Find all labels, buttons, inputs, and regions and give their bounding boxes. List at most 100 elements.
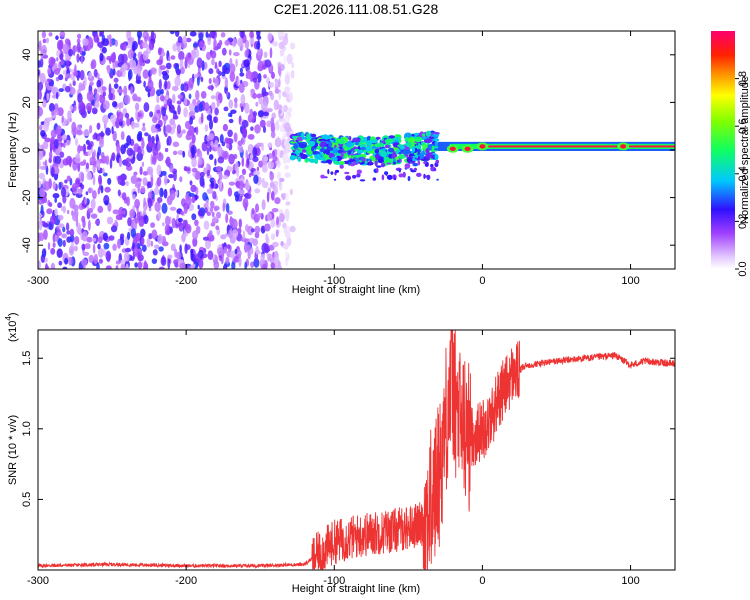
- spectrogram-noise-cell: [163, 116, 167, 126]
- spectrogram-noise-cell: [238, 83, 245, 94]
- spectrogram-noise-cell: [188, 103, 195, 112]
- spectrogram-band-cell: [428, 136, 435, 140]
- spectrogram-noise-cell: [235, 180, 241, 189]
- spectrogram-noise-cell: [46, 92, 50, 101]
- spectrogram-band-cell: [417, 143, 421, 149]
- spectrogram-band-tail: [333, 178, 337, 181]
- spectrogram-x-tick-label: 100: [621, 275, 639, 287]
- spectrogram-noise-cell: [232, 169, 236, 175]
- spectrogram-y-label: Frequency (Hz): [7, 112, 19, 188]
- spectrogram-noise-cell: [276, 136, 280, 148]
- spectrogram-noise-cell: [216, 211, 221, 219]
- spectrogram-band-tail: [327, 168, 330, 175]
- spectrogram-noise-cell: [130, 228, 136, 238]
- spectrogram-noise-cell: [268, 153, 273, 159]
- spectrogram-band-tail: [392, 161, 397, 165]
- spectrogram-noise-cell: [222, 123, 228, 132]
- spectrogram-noise-cell: [117, 189, 121, 197]
- spectrogram-noise-cell: [141, 41, 148, 49]
- spectrogram-noise-cell: [86, 102, 93, 112]
- spectrogram-noise-cell: [221, 249, 225, 259]
- spectrogram-noise-cell: [97, 205, 104, 213]
- spectrogram-noise-cell: [141, 236, 145, 246]
- spectrogram-noise-cell: [54, 197, 57, 203]
- spectrogram-noise-cell: [263, 51, 268, 59]
- spectrogram-band-tail: [426, 174, 431, 180]
- spectrogram-noise-cell: [158, 79, 162, 90]
- spectrogram-band-cell: [304, 146, 312, 151]
- spectrogram-noise-cell: [77, 162, 81, 173]
- spectrogram-noise-cell: [47, 117, 53, 122]
- spectrogram-noise-cell: [218, 39, 223, 46]
- spectrogram-noise-cell: [82, 219, 86, 229]
- spectrogram-noise-cell: [137, 145, 142, 155]
- spectrogram-band-cell: [352, 137, 361, 143]
- spectrogram-noise-cell: [73, 245, 78, 252]
- spectrogram-noise-cell: [62, 70, 67, 75]
- spectrogram-noise-cell: [256, 31, 261, 38]
- spectrogram-noise-cell: [108, 235, 115, 241]
- spectrogram-noise-cell: [114, 39, 118, 47]
- spectrogram-x-tick-label: -300: [27, 275, 49, 287]
- spectrogram-noise-cell: [157, 197, 163, 203]
- spectrogram-noise-cell: [115, 260, 121, 265]
- spectrogram-noise-cell: [57, 238, 63, 247]
- spectrogram-band-cell: [424, 138, 433, 143]
- spectrogram-noise-cell: [266, 78, 270, 85]
- spectrogram-noise-cell: [192, 237, 198, 247]
- spectrogram-band-tail: [386, 174, 393, 180]
- spectrogram-noise-cell: [66, 118, 70, 125]
- spectrogram-noise-cell: [129, 37, 132, 43]
- spectrogram-noise-cell: [165, 215, 171, 226]
- spectrogram-noise-cell: [216, 99, 220, 107]
- spectrogram-noise-cell: [176, 124, 182, 134]
- spectrogram-noise-cell: [152, 249, 158, 256]
- snr-x-label: Height of straight line (km): [292, 583, 420, 595]
- spectrogram-noise-cell: [137, 67, 141, 77]
- spectrogram-band-tail: [352, 174, 357, 179]
- spectrogram-noise-cell: [256, 41, 261, 50]
- spectrogram-noise-cell: [126, 117, 131, 127]
- spectrogram-noise-cell: [50, 247, 56, 255]
- spectrogram-noise-cell: [97, 164, 101, 171]
- spectrogram-noise-cell: [257, 72, 262, 83]
- spectrogram-noise-cell: [56, 230, 62, 237]
- spectrogram-noise-cell: [266, 108, 273, 113]
- spectrogram-noise-cell: [254, 225, 261, 234]
- spectrogram-noise-cell: [163, 188, 168, 199]
- spectrogram-noise-cell: [148, 40, 155, 51]
- spectrogram-noise-cell: [252, 146, 258, 158]
- spectrogram-noise-cell: [66, 175, 72, 182]
- spectrogram-band-cell: [413, 132, 420, 136]
- spectrogram-noise-cell: [75, 138, 78, 146]
- spectrogram-noise-cell: [121, 210, 126, 215]
- spectrogram-band-cell: [376, 142, 385, 148]
- spectrogram-noise-cell: [277, 66, 282, 76]
- spectrogram-noise-cell: [177, 104, 181, 115]
- spectrogram-noise-cell: [143, 260, 147, 269]
- spectrogram-noise-cell: [278, 41, 285, 50]
- spectrogram-noise-cell: [45, 265, 50, 269]
- spectrogram-noise-cell: [210, 222, 216, 227]
- spectrogram-noise-cell: [115, 265, 119, 269]
- spectrogram-noise-cell: [97, 187, 101, 195]
- spectrogram-noise-cell: [283, 39, 289, 44]
- spectrogram-noise-cell: [191, 147, 195, 159]
- spectrogram-noise-cell: [49, 215, 57, 225]
- spectrogram-band-cell: [434, 141, 438, 147]
- spectrogram-band-tail: [433, 168, 437, 172]
- spectrogram-noise-cell: [200, 91, 207, 99]
- spectrogram-noise-cell: [282, 222, 287, 229]
- spectrogram-noise-cell: [239, 72, 245, 77]
- spectrogram-noise-cell: [142, 171, 148, 176]
- spectrogram-noise-cell: [225, 256, 230, 265]
- spectrogram-noise-cell: [212, 191, 217, 200]
- spectrogram-noise-cell: [228, 112, 232, 118]
- spectrogram-noise-cell: [87, 150, 92, 157]
- spectrogram-noise-cell: [251, 228, 255, 233]
- spectrogram-noise-cell: [283, 55, 287, 65]
- spectrogram-band-cell: [311, 146, 315, 152]
- spectrogram-noise-cell: [245, 182, 251, 191]
- spectrogram-band-tail: [344, 171, 350, 175]
- spectrogram-noise-cell: [165, 124, 172, 133]
